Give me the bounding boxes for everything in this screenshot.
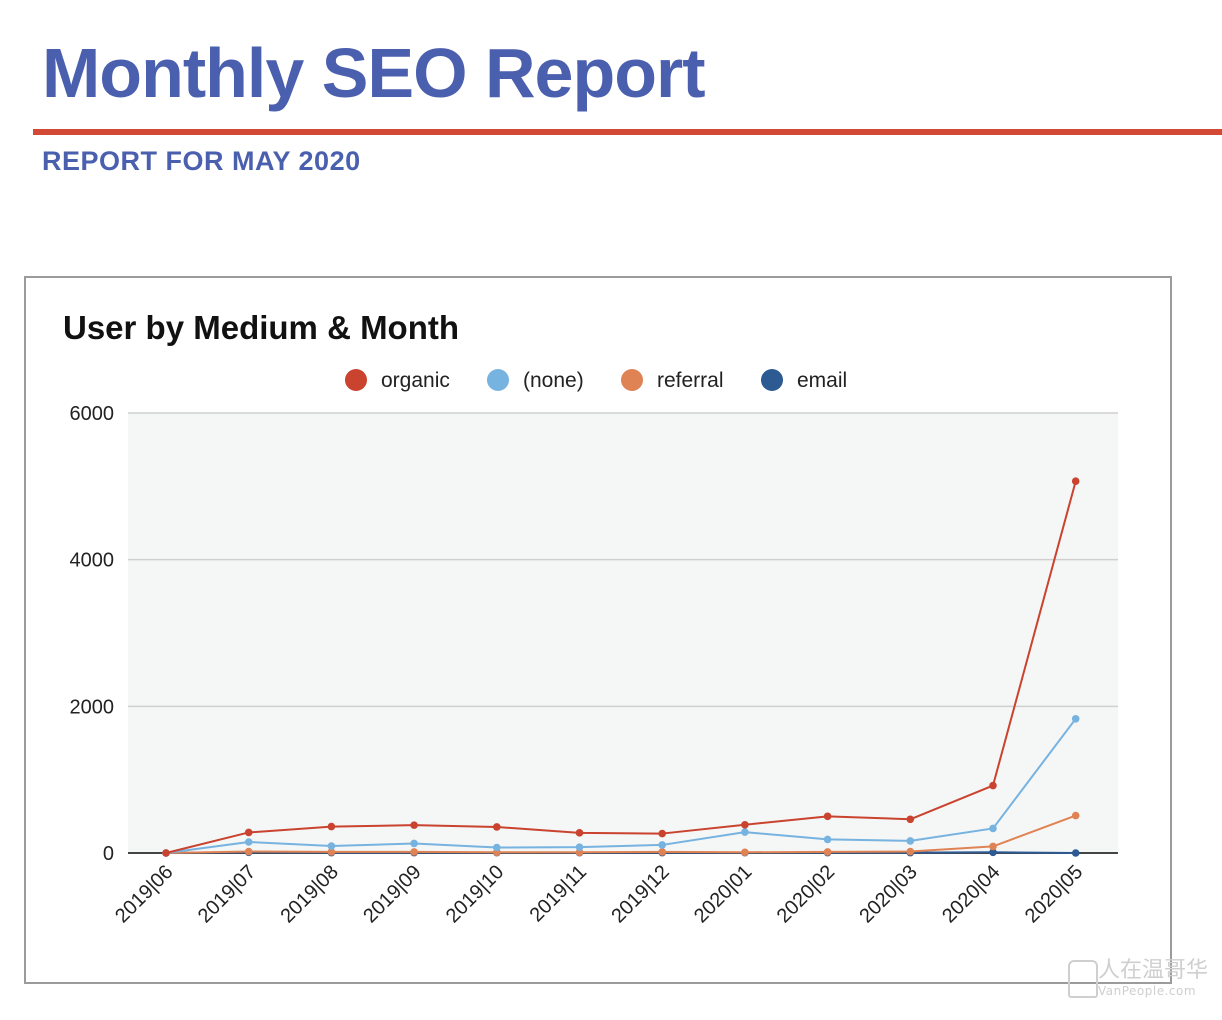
- legend-marker: [621, 369, 643, 391]
- plot-area: [128, 413, 1118, 853]
- title-rule: [33, 129, 1222, 135]
- legend-marker: [345, 369, 367, 391]
- data-point[interactable]: [493, 823, 501, 831]
- watermark: 人在温哥华 VanPeople.com: [1068, 958, 1222, 1002]
- data-point[interactable]: [741, 848, 749, 857]
- data-point[interactable]: [327, 822, 336, 831]
- data-point[interactable]: [1071, 477, 1080, 485]
- chart-title: User by Medium & Month: [63, 309, 459, 346]
- x-tick-label: 2019|06: [111, 861, 177, 927]
- x-tick-label: 2019|08: [277, 861, 343, 927]
- legend-label: referral: [657, 369, 724, 392]
- x-tick-label: 2020|01: [690, 861, 756, 927]
- y-tick-label: 4000: [70, 550, 115, 572]
- data-point[interactable]: [1071, 715, 1080, 723]
- y-tick-label: 6000: [70, 403, 115, 425]
- x-tick-label: 2020|05: [1021, 861, 1087, 927]
- line-chart[interactable]: User by Medium & Month organic (none) refe…: [26, 278, 1170, 982]
- data-point[interactable]: [244, 838, 253, 846]
- chart-card: User by Medium & Month organic (none) refe…: [24, 276, 1172, 984]
- data-point[interactable]: [989, 842, 997, 851]
- data-point[interactable]: [575, 829, 584, 837]
- data-point[interactable]: [906, 847, 915, 856]
- data-point[interactable]: [989, 848, 997, 857]
- report-title: Monthly SEO Report: [42, 34, 706, 112]
- data-point[interactable]: [410, 839, 418, 848]
- x-axis: 2019|06 2019|07 2019|08 2019|09 2019|10 2019|…: [111, 861, 1087, 927]
- data-point[interactable]: [741, 820, 749, 829]
- x-tick-label: 2019|11: [526, 861, 591, 926]
- legend-marker: [487, 369, 509, 391]
- data-point[interactable]: [906, 815, 915, 824]
- y-tick-label: 2000: [70, 696, 115, 718]
- data-point[interactable]: [823, 812, 832, 821]
- data-point[interactable]: [244, 847, 253, 856]
- series-group[interactable]: [162, 477, 1080, 857]
- data-point[interactable]: [823, 848, 832, 856]
- series-line[interactable]: [165, 718, 1077, 854]
- y-tick-label: 0: [103, 843, 114, 865]
- data-point[interactable]: [162, 849, 170, 857]
- data-point[interactable]: [823, 835, 832, 844]
- data-point[interactable]: [327, 842, 336, 850]
- data-point[interactable]: [244, 828, 253, 837]
- data-point[interactable]: [410, 848, 418, 856]
- data-point[interactable]: [493, 843, 501, 852]
- data-point[interactable]: [410, 821, 418, 829]
- x-tick-label: 2019|10: [442, 861, 508, 927]
- x-tick-label: 2020|03: [855, 861, 921, 927]
- data-point[interactable]: [1071, 811, 1080, 820]
- data-point[interactable]: [658, 841, 666, 849]
- data-point[interactable]: [989, 824, 997, 833]
- watermark-text: 人在温哥华: [1098, 958, 1209, 983]
- data-point[interactable]: [575, 843, 584, 851]
- legend-label: (none): [523, 369, 584, 392]
- data-point[interactable]: [1071, 849, 1080, 857]
- series-line[interactable]: [165, 480, 1077, 854]
- x-tick-label: 2019|12: [607, 861, 673, 927]
- y-axis: 0 2000 4000 6000: [70, 403, 115, 865]
- legend-marker: [761, 369, 783, 391]
- legend-label: organic: [381, 369, 450, 392]
- x-tick-label: 2019|07: [194, 861, 260, 927]
- watermark-logo-icon: [1068, 960, 1098, 998]
- chart-legend: organic (none) referral email: [345, 369, 847, 392]
- data-point[interactable]: [658, 848, 666, 856]
- legend-label: email: [797, 369, 847, 392]
- data-point[interactable]: [327, 848, 336, 856]
- report-subtitle: REPORT FOR MAY 2020: [42, 146, 361, 176]
- x-tick-label: 2020|04: [938, 861, 1004, 927]
- data-point[interactable]: [658, 829, 666, 838]
- data-point[interactable]: [989, 781, 997, 790]
- watermark-subtext: VanPeople.com: [1098, 984, 1197, 998]
- x-tick-label: 2019|09: [359, 861, 425, 927]
- series-line[interactable]: [165, 814, 1077, 854]
- data-point[interactable]: [906, 837, 915, 845]
- x-tick-label: 2020|02: [773, 861, 839, 927]
- data-point[interactable]: [741, 828, 749, 836]
